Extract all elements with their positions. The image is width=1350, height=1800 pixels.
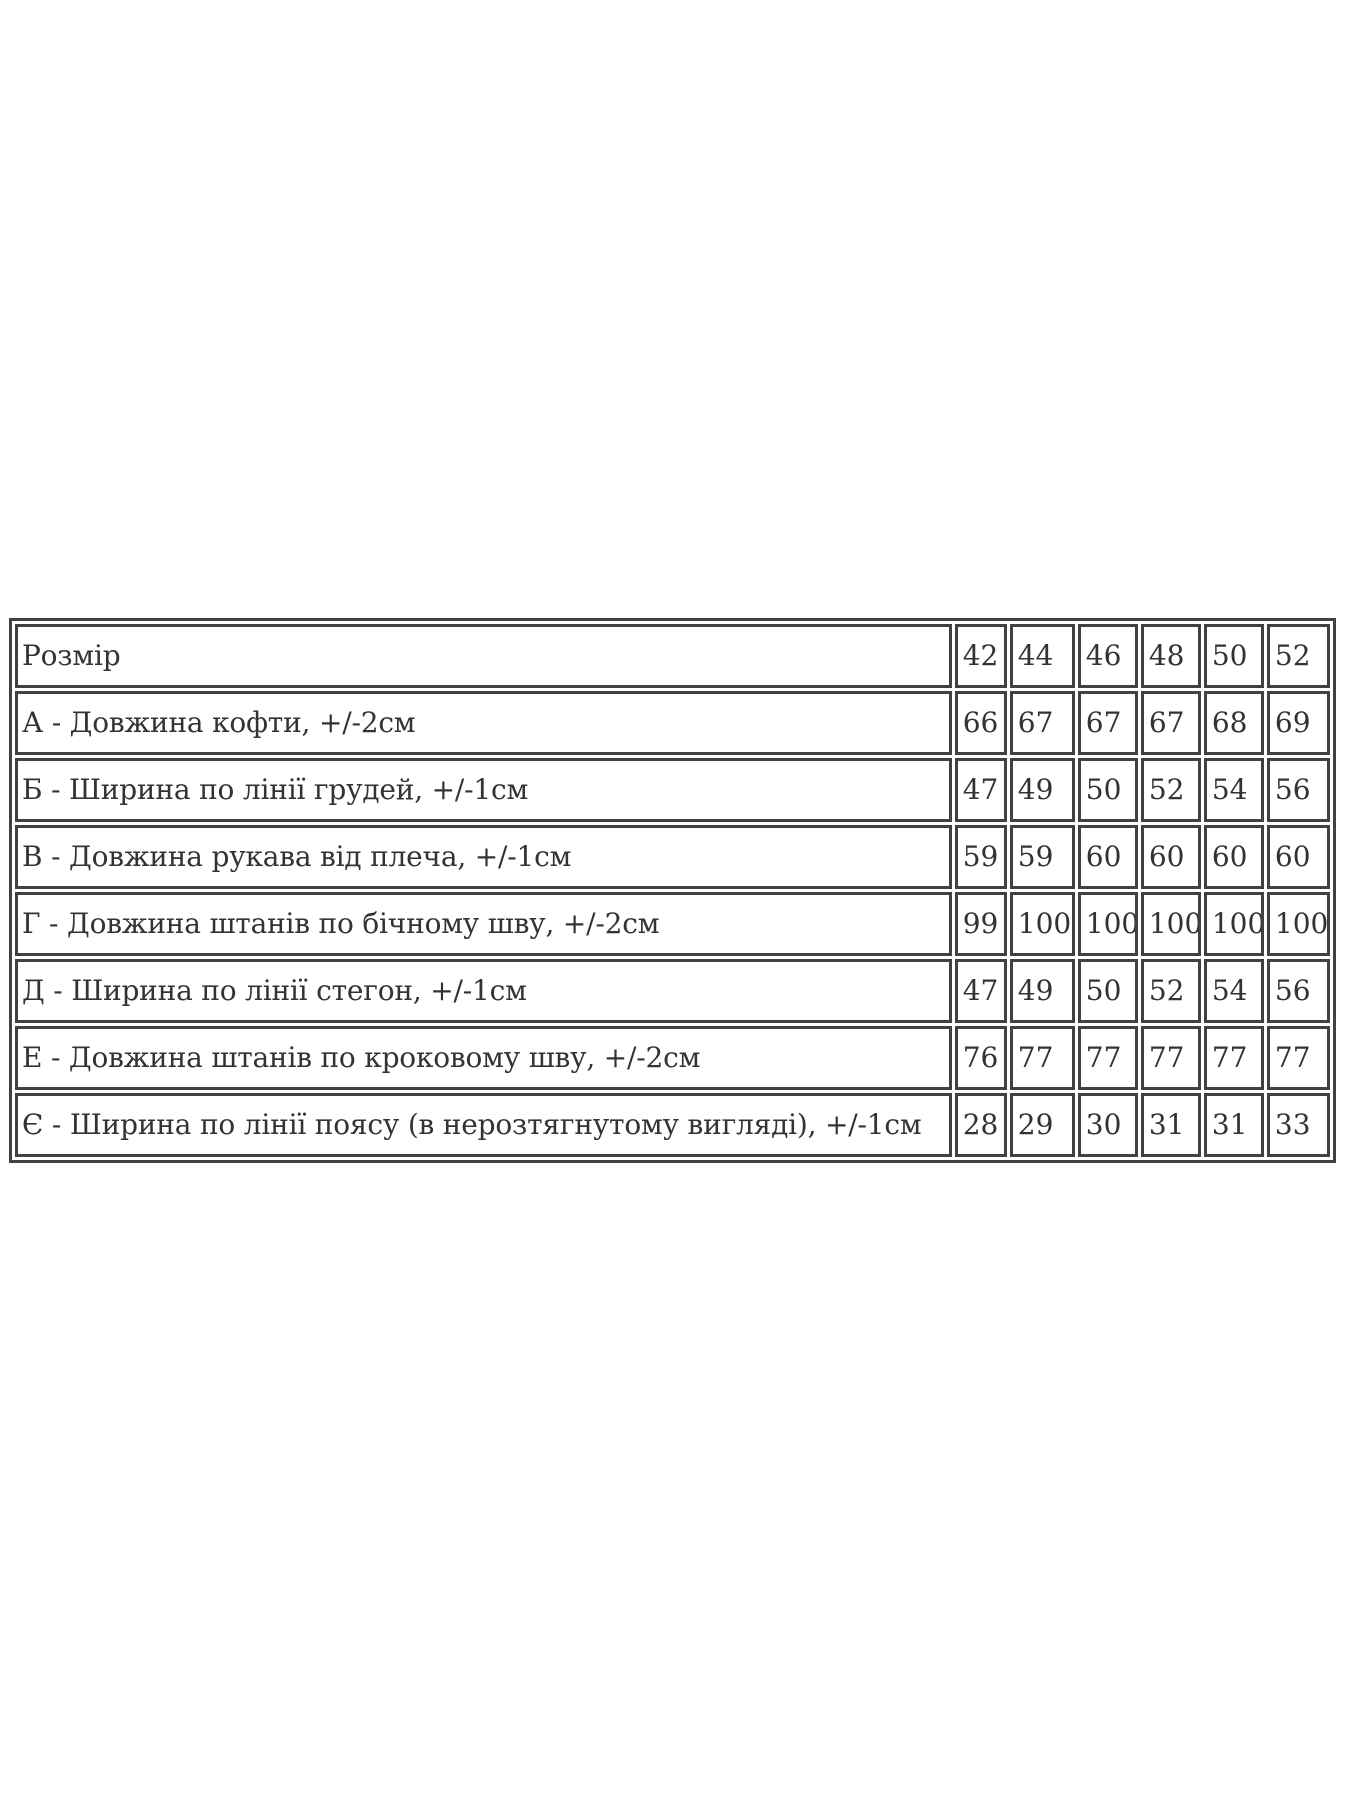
value-cell: 47 — [954, 758, 1007, 822]
header-label: Розмір — [15, 624, 952, 688]
value-cell: 50 — [1077, 959, 1138, 1023]
value-cell: 100 — [1009, 892, 1075, 956]
value-cell: 100 — [1140, 892, 1201, 956]
table-row-b: Б - Ширина по лінії грудей, +/-1см 47 49… — [15, 758, 1330, 822]
table-row-ye: Є - Ширина по лінії поясу (в нерозтягнут… — [15, 1093, 1330, 1157]
size-44: 44 — [1009, 624, 1075, 688]
row-label: Б - Ширина по лінії грудей, +/-1см — [15, 758, 952, 822]
value-cell: 66 — [954, 691, 1007, 755]
value-cell: 77 — [1009, 1026, 1075, 1090]
row-label: Д - Ширина по лінії стегон, +/-1см — [15, 959, 952, 1023]
value-cell: 49 — [1009, 758, 1075, 822]
size-50: 50 — [1203, 624, 1264, 688]
value-cell: 52 — [1140, 758, 1201, 822]
value-cell: 67 — [1009, 691, 1075, 755]
value-cell: 59 — [954, 825, 1007, 889]
value-cell: 68 — [1203, 691, 1264, 755]
table-row-e: Е - Довжина штанів по кроковому шву, +/-… — [15, 1026, 1330, 1090]
value-cell: 59 — [1009, 825, 1075, 889]
table-row-g: Г - Довжина штанів по бічному шву, +/-2с… — [15, 892, 1330, 956]
value-cell: 67 — [1140, 691, 1201, 755]
value-cell: 33 — [1266, 1093, 1330, 1157]
value-cell: 76 — [954, 1026, 1007, 1090]
value-cell: 52 — [1140, 959, 1201, 1023]
value-cell: 100 — [1077, 892, 1138, 956]
row-label: Є - Ширина по лінії поясу (в нерозтягнут… — [15, 1093, 952, 1157]
row-label: А - Довжина кофти, +/-2см — [15, 691, 952, 755]
size-52: 52 — [1266, 624, 1330, 688]
value-cell: 77 — [1203, 1026, 1264, 1090]
table-row-v: В - Довжина рукава від плеча, +/-1см 59 … — [15, 825, 1330, 889]
value-cell: 54 — [1203, 959, 1264, 1023]
size-42: 42 — [954, 624, 1007, 688]
table-row-a: А - Довжина кофти, +/-2см 66 67 67 67 68… — [15, 691, 1330, 755]
value-cell: 56 — [1266, 758, 1330, 822]
value-cell: 77 — [1077, 1026, 1138, 1090]
value-cell: 49 — [1009, 959, 1075, 1023]
value-cell: 100 — [1203, 892, 1264, 956]
value-cell: 31 — [1140, 1093, 1201, 1157]
value-cell: 56 — [1266, 959, 1330, 1023]
value-cell: 99 — [954, 892, 1007, 956]
value-cell: 77 — [1140, 1026, 1201, 1090]
value-cell: 29 — [1009, 1093, 1075, 1157]
value-cell: 31 — [1203, 1093, 1264, 1157]
row-label: Е - Довжина штанів по кроковому шву, +/-… — [15, 1026, 952, 1090]
value-cell: 77 — [1266, 1026, 1330, 1090]
value-cell: 47 — [954, 959, 1007, 1023]
value-cell: 60 — [1077, 825, 1138, 889]
size-46: 46 — [1077, 624, 1138, 688]
value-cell: 50 — [1077, 758, 1138, 822]
row-label: Г - Довжина штанів по бічному шву, +/-2с… — [15, 892, 952, 956]
size-chart-table: Розмір 42 44 46 48 50 52 А - Довжина коф… — [9, 618, 1336, 1163]
size-48: 48 — [1140, 624, 1201, 688]
value-cell: 30 — [1077, 1093, 1138, 1157]
value-cell: 100 — [1266, 892, 1330, 956]
value-cell: 60 — [1140, 825, 1201, 889]
value-cell: 67 — [1077, 691, 1138, 755]
value-cell: 54 — [1203, 758, 1264, 822]
table-row-d: Д - Ширина по лінії стегон, +/-1см 47 49… — [15, 959, 1330, 1023]
row-label: В - Довжина рукава від плеча, +/-1см — [15, 825, 952, 889]
value-cell: 60 — [1203, 825, 1264, 889]
value-cell: 69 — [1266, 691, 1330, 755]
value-cell: 60 — [1266, 825, 1330, 889]
table-header-row: Розмір 42 44 46 48 50 52 — [15, 624, 1330, 688]
value-cell: 28 — [954, 1093, 1007, 1157]
